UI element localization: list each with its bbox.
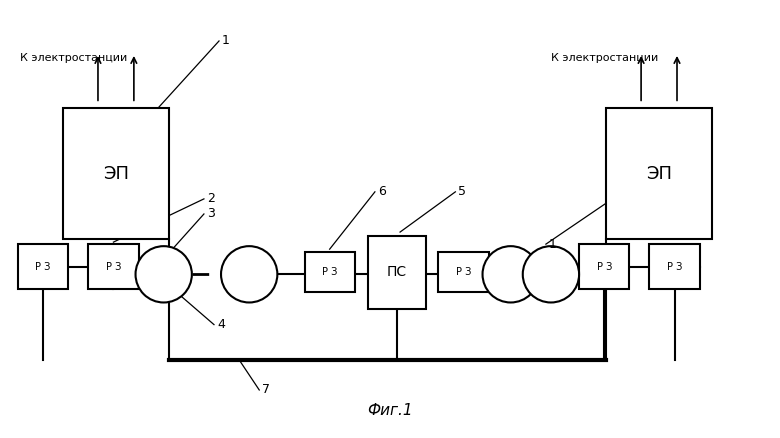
Text: 1: 1 — [222, 35, 230, 47]
Ellipse shape — [483, 246, 539, 303]
Text: 4: 4 — [217, 318, 225, 331]
Bar — [579, 244, 629, 290]
Bar — [63, 108, 168, 239]
Ellipse shape — [523, 246, 579, 303]
Text: Р З: Р З — [456, 267, 471, 277]
Text: 1: 1 — [549, 238, 557, 251]
Bar — [650, 244, 700, 290]
Text: К электростанции: К электростанции — [551, 53, 658, 63]
Bar — [88, 244, 139, 290]
Ellipse shape — [136, 246, 192, 303]
Text: ЭП: ЭП — [103, 165, 129, 183]
Text: Р З: Р З — [597, 262, 612, 272]
Text: ЭП: ЭП — [646, 165, 672, 183]
Bar — [304, 252, 355, 293]
Bar — [18, 244, 68, 290]
Ellipse shape — [221, 246, 278, 303]
Bar — [438, 252, 488, 293]
Text: ПС: ПС — [387, 265, 407, 279]
Text: 3: 3 — [207, 208, 215, 220]
Text: Р З: Р З — [667, 262, 682, 272]
Text: 5: 5 — [459, 185, 466, 198]
Text: 7: 7 — [262, 384, 270, 396]
Text: 6: 6 — [378, 185, 386, 198]
Text: К электростанции: К электростанции — [20, 53, 127, 63]
Bar — [606, 108, 712, 239]
Text: Р З: Р З — [35, 262, 51, 272]
Bar — [368, 236, 426, 308]
Text: 2: 2 — [207, 192, 215, 205]
Text: Р З: Р З — [106, 262, 121, 272]
Text: Фиг.1: Фиг.1 — [367, 403, 413, 417]
Text: Р З: Р З — [322, 267, 337, 277]
